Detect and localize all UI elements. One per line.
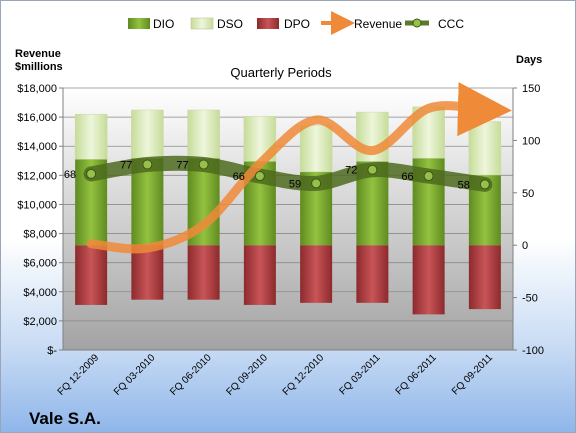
legend-label-revenue: Revenue <box>354 17 402 31</box>
ccc-data-label: 77 <box>176 160 188 172</box>
ccc-data-label: 66 <box>233 171 245 183</box>
bar-dpo <box>356 245 389 303</box>
revenue-line <box>86 82 512 254</box>
left-tick-label: $16,000 <box>17 112 57 124</box>
right-tick-label: 150 <box>522 83 540 95</box>
legend-label-dpo: DPO <box>284 17 310 31</box>
left-tick-label: $- <box>47 345 57 357</box>
legend-swatch-dpo <box>257 18 279 29</box>
left-axis-title-line1: Revenue <box>15 48 61 60</box>
ccc-marker <box>423 171 434 182</box>
bar-dpo <box>243 245 276 305</box>
x-tick-label: FQ 12-2009 <box>56 352 102 398</box>
lines-group <box>83 82 512 254</box>
right-tick-label: 0 <box>522 240 528 252</box>
chart-title: Quarterly Periods <box>230 65 332 80</box>
bar-dso <box>74 113 108 160</box>
bar-dpo <box>75 245 108 305</box>
x-tick-label: FQ 06-2010 <box>168 352 214 398</box>
legend: DIO DSO DPO Revenue CCC <box>128 11 464 35</box>
ccc-data-label: 66 <box>401 171 413 183</box>
plot-area <box>63 88 513 350</box>
x-tick-label: FQ 06-2011 <box>394 352 439 397</box>
bar-dso <box>187 109 220 159</box>
legend-item-dio: DIO <box>128 17 174 31</box>
legend-swatch-dio <box>128 18 150 29</box>
left-tick-label: $6,000 <box>23 258 57 270</box>
legend-item-ccc: CCC <box>405 17 464 31</box>
ccc-marker <box>86 168 97 179</box>
x-tick-label: FQ 03-2010 <box>112 352 158 398</box>
left-tick-label: $18,000 <box>17 83 57 95</box>
left-axis-title-line2: $millions <box>15 61 63 73</box>
bar-dpo <box>131 245 164 300</box>
legend-label-dio: DIO <box>153 17 174 31</box>
bar-dpo <box>412 245 445 315</box>
legend-item-revenue: Revenue <box>321 11 402 35</box>
legend-item-dso: DSO <box>190 17 243 31</box>
bar-dpo <box>300 245 333 303</box>
right-tick-label: 50 <box>522 188 534 200</box>
x-tick-label: FQ 03-2011 <box>338 352 383 397</box>
ccc-marker <box>367 164 378 175</box>
left-tick-label: $12,000 <box>17 170 57 182</box>
ccc-marker <box>254 171 265 182</box>
ccc-marker <box>142 159 153 170</box>
x-tick-label: FQ 09-2011 <box>450 352 495 397</box>
bar-dso <box>131 109 164 159</box>
left-tick-label: $10,000 <box>17 199 57 211</box>
bar-dpo <box>468 245 501 310</box>
bars-group <box>74 106 502 315</box>
legend-swatch-dso <box>190 17 214 30</box>
ccc-marker <box>198 159 209 170</box>
legend-marker-ccc <box>412 18 422 28</box>
ccc-marker <box>479 179 490 190</box>
right-tick-label: 100 <box>522 135 540 147</box>
x-tick-label: FQ 12-2010 <box>281 352 327 398</box>
right-axis-title: Days <box>516 54 542 66</box>
left-tick-label: $2,000 <box>23 316 57 328</box>
left-tick-label: $8,000 <box>23 229 57 241</box>
right-tick-label: -50 <box>522 293 538 305</box>
ccc-data-label: 72 <box>345 165 357 177</box>
ccc-marker <box>311 178 322 189</box>
x-tick-label: FQ 09-2010 <box>224 352 270 398</box>
bar-dso <box>468 121 502 176</box>
bar-dpo <box>187 245 220 300</box>
legend-label-dso: DSO <box>217 17 243 31</box>
left-tick-label: $4,000 <box>23 287 57 299</box>
ccc-data-label: 59 <box>289 178 301 190</box>
ccc-data-label: 68 <box>64 169 76 181</box>
legend-label-ccc: CCC <box>438 17 464 31</box>
bar-dso <box>299 125 333 173</box>
right-tick-label: -100 <box>522 345 544 357</box>
ccc-data-label: 58 <box>458 179 470 191</box>
left-tick-label: $14,000 <box>17 141 57 153</box>
data-labels-group: 68 77 77 66 59 72 66 58 <box>64 160 470 192</box>
legend-item-dpo: DPO <box>257 17 310 31</box>
ccc-data-label: 77 <box>120 160 132 172</box>
company-name: Vale S.A. <box>29 409 101 428</box>
